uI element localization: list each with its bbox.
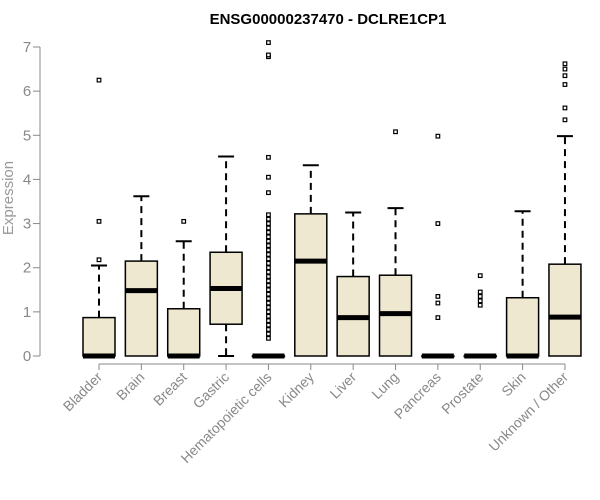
box — [166, 308, 201, 357]
chart-title: ENSG00000237470 - DCLRE1CP1 — [210, 11, 447, 28]
outlier-point — [266, 331, 271, 337]
box — [548, 263, 582, 357]
box — [505, 296, 540, 357]
outlier-point — [562, 105, 568, 111]
outlier-point — [266, 234, 271, 240]
y-tick-label: 3 — [23, 216, 31, 233]
outlier-point — [266, 309, 271, 315]
outlier-point — [266, 327, 271, 332]
outlier-point — [477, 289, 483, 295]
outlier-point — [562, 82, 568, 87]
outlier-point — [435, 315, 441, 320]
outlier-point — [266, 252, 271, 257]
y-tick-label: 6 — [23, 83, 31, 100]
x-tick-label: Breast — [150, 369, 190, 409]
outlier-point — [266, 300, 271, 306]
outlier-point — [181, 218, 187, 224]
outlier-point — [266, 278, 271, 284]
outlier-point — [266, 247, 271, 253]
outlier-point — [266, 225, 271, 231]
outlier-point — [266, 305, 271, 310]
outlier-point — [435, 221, 441, 226]
y-axis-label: Expression — [0, 161, 17, 235]
outlier-point — [96, 218, 102, 224]
outlier-point — [477, 298, 483, 304]
x-tick-label: Bladder — [60, 369, 106, 415]
outlier-point — [266, 287, 271, 293]
outlier-point — [562, 66, 568, 72]
x-tick-label: Brain — [113, 369, 147, 403]
outlier-point — [266, 243, 271, 249]
y-tick-label: 1 — [23, 304, 31, 321]
outlier-point — [266, 212, 271, 218]
outlier-point — [266, 274, 271, 279]
outlier-point — [435, 294, 441, 299]
outlier-point — [266, 40, 271, 45]
x-tick-label: Lung — [368, 369, 401, 402]
outlier-point — [266, 322, 271, 328]
outlier-point — [435, 300, 441, 306]
x-tick-label: Liver — [327, 369, 360, 402]
y-tick-label: 7 — [23, 39, 31, 56]
box — [124, 260, 159, 357]
outlier-point — [266, 256, 271, 262]
outlier-point — [562, 61, 568, 67]
outlier-point — [477, 294, 483, 299]
outlier-point — [562, 73, 568, 79]
outlier-point — [266, 190, 271, 196]
outlier-point — [266, 265, 271, 271]
outlier-point — [266, 154, 271, 160]
x-tick-label: Kidney — [275, 369, 317, 411]
outlier-point — [266, 269, 271, 275]
outlier-point — [266, 230, 271, 235]
box — [82, 316, 116, 357]
outlier-point — [266, 260, 271, 266]
outlier-point — [266, 335, 271, 341]
outlier-point — [562, 117, 568, 123]
outlier-point — [266, 174, 271, 180]
outlier-point — [266, 318, 271, 324]
y-tick-label: 0 — [23, 348, 31, 365]
outlier-point — [266, 313, 271, 319]
outlier-point — [266, 238, 271, 244]
x-tick-label: Prostate — [438, 369, 486, 417]
outlier-point — [477, 302, 483, 308]
outlier-point — [266, 296, 271, 302]
outlier-point — [266, 282, 271, 288]
y-tick-label: 2 — [23, 260, 31, 277]
outlier-point — [96, 77, 102, 83]
outlier-point — [96, 257, 102, 263]
outlier-point — [477, 273, 483, 279]
x-tick-label: Pancreas — [391, 369, 444, 422]
y-tick-label: 4 — [23, 171, 31, 188]
x-tick-label: Unknown / Other — [485, 369, 571, 455]
outlier-point — [266, 216, 271, 222]
box — [294, 213, 328, 357]
outlier-point — [435, 133, 441, 139]
outlier-point — [393, 129, 398, 135]
outlier-point — [266, 221, 271, 226]
x-tick-label: Skin — [498, 369, 529, 400]
outlier-point — [266, 52, 271, 58]
y-tick-label: 5 — [23, 127, 31, 144]
outlier-point — [266, 291, 271, 297]
